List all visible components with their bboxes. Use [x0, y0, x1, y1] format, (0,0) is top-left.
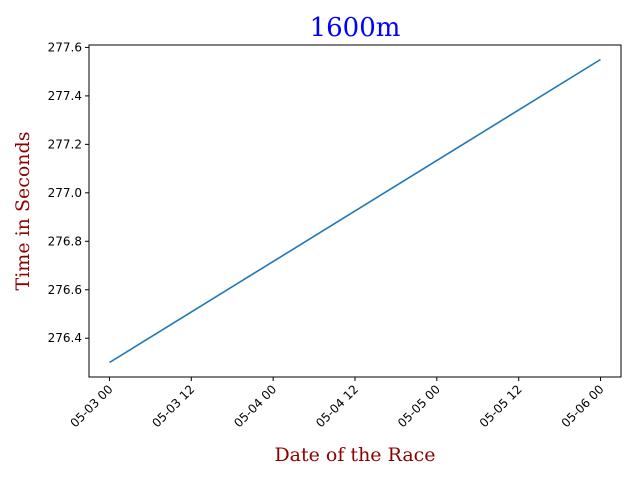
- chart-title: 1600m: [310, 13, 401, 43]
- x-tick-label: 05-05 00: [395, 382, 443, 430]
- x-tick-label: 05-06 00: [559, 382, 607, 430]
- y-tick-label: 277.0: [48, 186, 82, 200]
- x-tick-label: 05-04 00: [231, 382, 279, 430]
- x-axis-label: Date of the Race: [274, 444, 435, 466]
- y-tick-label: 277.4: [48, 89, 82, 103]
- x-tick-label: 05-03 12: [149, 382, 197, 430]
- y-axis-label: Time in Seconds: [12, 132, 34, 291]
- y-tick-label: 276.8: [48, 234, 82, 248]
- y-tick-label: 276.4: [48, 331, 82, 345]
- series-line: [109, 58, 601, 364]
- x-tick-label: 05-05 12: [477, 382, 525, 430]
- x-axis: 05-03 00 05-03 12 05-04 00 05-04 12 05-05 00…: [68, 377, 607, 430]
- x-tick-label: 05-03 00: [68, 382, 116, 430]
- x-tick-label: 05-04 12: [313, 382, 361, 430]
- y-tick-label: 277.2: [48, 137, 82, 151]
- y-axis: 276.4 276.6 276.8 277.0 277.2 277.4 277.6: [48, 40, 89, 345]
- y-tick-label: 276.6: [48, 283, 82, 297]
- series-layer: [109, 58, 601, 364]
- y-tick-label: 277.6: [48, 40, 82, 54]
